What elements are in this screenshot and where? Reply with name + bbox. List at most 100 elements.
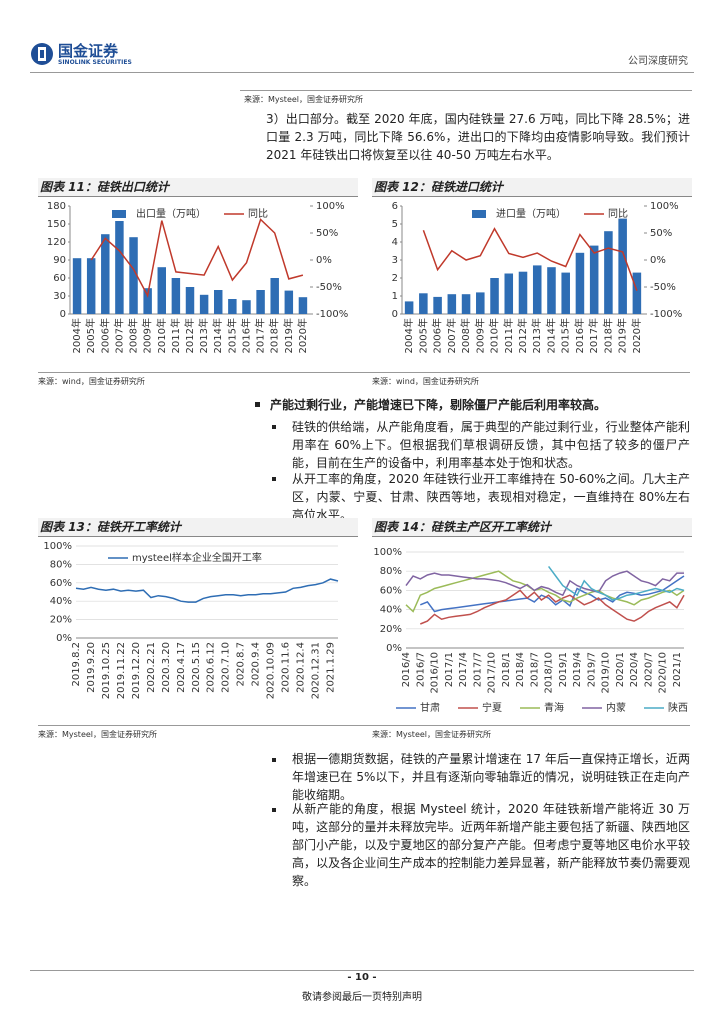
x-tick-label: 2011年 [502, 318, 515, 353]
x-tick-label: 2020.5.15 [191, 642, 202, 693]
y-tick-label: 20% [50, 615, 72, 626]
x-tick-label: 2016/10 [430, 652, 441, 694]
line [405, 570, 685, 613]
line [405, 570, 684, 597]
bar [575, 252, 585, 314]
x-tick-label: 2016/7 [415, 652, 426, 687]
report-type: 公司深度研究 [628, 56, 688, 67]
page-number: - 10 - [347, 972, 377, 983]
chart-source: 来源：Mysteel，国金证券研究所 [372, 730, 492, 739]
y-tick-label: 4 [392, 237, 398, 248]
legend-label: 出口量（万吨） [136, 207, 206, 220]
chart-source: 来源：wind，国金证券研究所 [372, 377, 479, 386]
x-tick-label: 2005年 [416, 318, 429, 353]
x-tick-label: 2011年 [169, 318, 182, 353]
chart-source: 来源：wind，国金证券研究所 [38, 377, 145, 386]
x-tick-label: 2015年 [559, 318, 572, 353]
y-tick-label: 90 [53, 255, 66, 266]
x-tick-label: 2009年 [141, 318, 154, 353]
chart-title: 图表 14：硅铁主产区开工率统计 [372, 518, 692, 537]
x-tick-label: 2019/4 [572, 652, 583, 687]
legend-label: 进口量（万吨） [496, 207, 566, 220]
line [420, 575, 685, 613]
bar [404, 301, 414, 314]
x-tick-label: 2019.10.25 [101, 642, 112, 699]
x-tick-label: 2017/4 [458, 652, 469, 687]
bar [532, 265, 542, 314]
y-tick-label: 40% [380, 605, 402, 616]
x-tick-label: 2008年 [127, 318, 140, 353]
y-tick-label: 20% [380, 624, 402, 635]
logo: 国金证券 SINOLINK SECURITIES [30, 40, 150, 70]
x-tick-label: 2018年 [601, 318, 614, 353]
x-tick-label: 2017年 [587, 318, 600, 353]
x-tick-label: 2017/1 [444, 652, 455, 687]
bar [115, 221, 124, 314]
x-tick-label: 2020/10 [658, 652, 669, 694]
y2-tick-label: -50% [650, 282, 676, 293]
y-tick-label: 80% [380, 566, 402, 577]
bar [618, 218, 627, 314]
bar [589, 245, 599, 314]
section-heading: 产能过剩行业，产能增速已下降，剔除僵尸产能后利用率较高。 [270, 398, 607, 412]
x-tick-label: 2007年 [445, 318, 458, 353]
x-tick-label: 2010年 [155, 318, 168, 353]
y2-tick-label: 0% [650, 255, 666, 266]
bar [419, 293, 428, 314]
x-tick-label: 2020年 [630, 318, 643, 353]
chart-title: 图表 13：硅铁开工率统计 [38, 518, 358, 537]
x-tick-label: 2013年 [530, 318, 543, 353]
bar [504, 273, 514, 314]
bar [199, 294, 209, 314]
bar [632, 272, 642, 314]
disclaimer: 敬请参阅最后一页特别声明 [302, 992, 422, 1003]
bar [242, 300, 251, 314]
y-tick-label: 150 [47, 219, 66, 230]
x-tick-label: 2020.12.31 [311, 642, 322, 699]
bar [518, 271, 528, 314]
x-tick-label: 2021.1.29 [326, 642, 337, 693]
bullet-text: 从新产能的角度，根据 Mysteel 统计，2020 年硅铁新增产能将近 30 … [292, 802, 690, 888]
header-rule [30, 72, 694, 73]
bar [157, 267, 166, 314]
bar [284, 290, 294, 314]
y-tick-label: 100% [373, 547, 402, 558]
legend-label: 同比 [608, 208, 628, 220]
chart-source: 来源：Mysteel，国金证券研究所 [38, 730, 158, 739]
source: 来源：Mysteel，国金证券研究所 [244, 95, 364, 104]
y-tick-label: 0% [386, 643, 402, 654]
x-tick-label: 2020.2.21 [146, 642, 157, 693]
chart-title: 图表 12：硅铁进口统计 [372, 178, 692, 197]
x-tick-label: 2019年 [282, 318, 295, 353]
bar [461, 294, 471, 314]
x-tick-label: 2020/4 [629, 652, 640, 687]
x-tick-label: 2006年 [98, 318, 111, 353]
bar [143, 288, 152, 314]
rule [240, 90, 692, 91]
rule [38, 372, 690, 373]
bar [171, 278, 181, 314]
x-tick-label: 2019.12.20 [131, 642, 142, 699]
bar [604, 231, 613, 314]
x-tick-label: 2019.9.20 [86, 642, 97, 693]
y-tick-label: 180 [47, 201, 66, 212]
y-tick-label: 2 [392, 273, 398, 284]
bar [298, 297, 308, 314]
y-tick-label: 30 [53, 291, 66, 302]
legend-label: 同比 [248, 208, 268, 220]
y-tick-label: 0 [60, 309, 66, 320]
y2-tick-label: -50% [316, 282, 342, 293]
y2-tick-label: 50% [650, 228, 672, 239]
rule [38, 725, 690, 726]
legend-swatch [112, 210, 126, 218]
x-tick-label: 2020.6.12 [206, 642, 217, 693]
x-tick-label: 2018年 [268, 318, 281, 353]
bar [228, 299, 237, 314]
legend-label: 青海 [544, 701, 564, 714]
y2-tick-label: 50% [316, 228, 338, 239]
logo-en: SINOLINK SECURITIES [58, 59, 132, 66]
x-tick-label: 2007年 [112, 318, 125, 353]
line [547, 565, 685, 601]
y-tick-label: 3 [392, 255, 398, 266]
line [420, 589, 685, 625]
